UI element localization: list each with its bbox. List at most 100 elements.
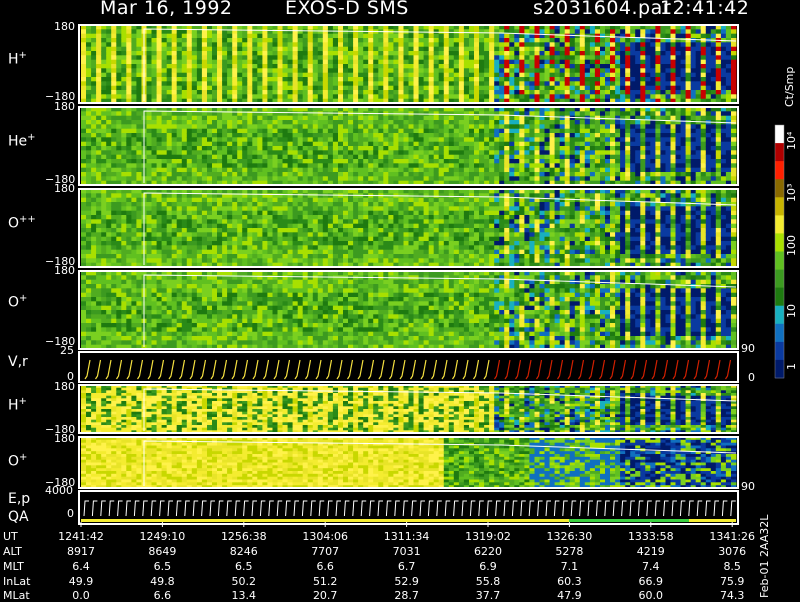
pitch-angle-cell [111, 193, 117, 199]
pitch-angle-cell [166, 59, 173, 65]
pitch-angle-cell [166, 64, 173, 69]
pitch-angle-cell [428, 120, 435, 125]
pitch-angle-cell [610, 68, 616, 74]
pitch-angle-cell [524, 98, 530, 104]
pitch-angle-cell [81, 85, 87, 91]
pitch-angle-cell [549, 90, 556, 95]
pitch-angle-cell [594, 107, 601, 112]
pitch-angle-cell [650, 176, 656, 182]
pitch-angle-cell [327, 68, 334, 74]
pitch-angle-cell [710, 154, 717, 160]
pitch-angle-cell [106, 146, 112, 151]
pitch-angle-cell [116, 215, 122, 220]
pitch-angle-cell [81, 115, 87, 121]
pitch-angle-cell [91, 236, 97, 242]
pitch-angle-cell [131, 33, 137, 39]
pitch-angle-cell [640, 46, 646, 52]
pitch-angle-cell [403, 154, 409, 160]
pitch-angle-cell [151, 111, 157, 117]
pitch-angle-cell [292, 150, 299, 156]
pitch-angle-cell [146, 262, 152, 268]
pitch-angle-cell [267, 59, 273, 65]
pitch-angle-cell [171, 59, 178, 65]
pitch-angle-cell [101, 236, 107, 242]
pitch-angle-cell [458, 146, 465, 151]
pitch-angle-cell [96, 150, 102, 156]
pitch-angle-cell [524, 107, 530, 112]
pitch-angle-cell [458, 115, 465, 121]
pitch-angle-cell [579, 72, 586, 78]
pitch-angle-cell [297, 141, 304, 147]
pitch-angle-cell [605, 163, 611, 169]
pitch-angle-cell [237, 90, 243, 95]
pitch-angle-cell [438, 176, 445, 182]
pitch-angle-cell [569, 107, 576, 112]
instrument-name: EXOS-D SMS [285, 0, 409, 19]
pitch-angle-cell [625, 90, 631, 95]
pitch-angle-cell [670, 29, 676, 35]
pitch-angle-cell [600, 172, 606, 177]
pitch-angle-cell [262, 64, 268, 69]
pitch-angle-cell [700, 163, 707, 169]
pitch-angle-cell [131, 124, 137, 130]
pitch-angle-cell [348, 154, 354, 160]
pitch-angle-cell [398, 72, 404, 78]
pitch-angle-cell [453, 94, 460, 100]
pitch-angle-cell [91, 254, 97, 259]
pitch-angle-cell [463, 85, 470, 91]
pitch-angle-cell [494, 180, 500, 186]
pitch-angle-cell [695, 141, 702, 147]
pitch-angle-cell [312, 159, 319, 164]
pitch-angle-cell [625, 33, 631, 39]
pitch-angle-cell [569, 120, 576, 125]
pitch-angle-cell [564, 167, 571, 173]
pitch-angle-cell [438, 137, 445, 143]
pitch-angle-cell [660, 154, 666, 160]
pitch-angle-cell [136, 245, 142, 251]
pitch-angle-cell [297, 33, 304, 39]
pitch-angle-cell [700, 120, 707, 125]
pitch-angle-cell [277, 124, 283, 130]
pitch-angle-cell [156, 245, 163, 251]
pitch-angle-cell [101, 111, 107, 117]
pitch-angle-cell [559, 68, 566, 74]
pitch-angle-cell [463, 33, 470, 39]
pitch-angle-cell [690, 167, 697, 173]
pitch-angle-cell [574, 94, 581, 100]
pitch-angle-cell [176, 85, 183, 91]
pitch-angle-cell [720, 146, 727, 151]
pitch-angle-cell [207, 172, 213, 177]
pitch-angle-cell [116, 141, 122, 147]
pitch-angle-cell [171, 107, 178, 112]
pitch-angle-cell [272, 59, 278, 65]
pitch-angle-cell [438, 29, 445, 35]
pitch-angle-cell [161, 55, 168, 61]
pitch-angle-cell [151, 163, 157, 169]
pitch-angle-cell [474, 154, 480, 160]
pitch-angle-cell [348, 120, 354, 125]
pitch-angle-cell [514, 124, 520, 130]
pitch-angle-cell [332, 115, 339, 121]
pitch-angle-cell [509, 172, 515, 177]
pitch-angle-cell [191, 46, 198, 52]
pitch-angle-cell [302, 180, 309, 186]
pitch-angle-cell [655, 154, 661, 160]
pitch-angle-cell [136, 150, 142, 156]
pitch-angle-cell [237, 150, 243, 156]
pitch-angle-cell [262, 81, 268, 87]
pitch-angle-cell [463, 64, 470, 69]
pitch-angle-cell [640, 141, 646, 147]
pitch-angle-cell [479, 124, 485, 130]
pitch-angle-cell [645, 72, 651, 78]
pitch-angle-cell [348, 81, 354, 87]
pitch-angle-cell [529, 107, 535, 112]
pitch-angle-cell [635, 180, 641, 186]
pitch-angle-cell [237, 176, 243, 182]
pitch-angle-cell [665, 159, 671, 164]
pitch-angle-cell [207, 42, 213, 48]
pitch-angle-cell [297, 51, 304, 56]
pitch-angle-cell [665, 150, 671, 156]
pitch-angle-cell [715, 42, 722, 48]
pitch-angle-cell [625, 137, 631, 143]
pitch-angle-cell [101, 64, 107, 69]
